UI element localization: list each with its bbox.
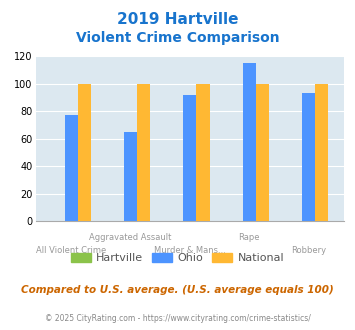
Text: © 2025 CityRating.com - https://www.cityrating.com/crime-statistics/: © 2025 CityRating.com - https://www.city… [45,314,310,323]
Bar [184,95,196,221]
Text: All Violent Crime: All Violent Crime [36,246,106,255]
Text: Aggravated Assault: Aggravated Assault [89,233,172,242]
Legend: Hartville, Ohio, National: Hartville, Ohio, National [66,248,289,268]
Bar [124,132,137,221]
Bar [243,63,256,221]
Text: Murder & Mans...: Murder & Mans... [154,246,226,255]
Bar [137,83,150,221]
Bar [78,83,91,221]
Bar [196,83,209,221]
Text: Violent Crime Comparison: Violent Crime Comparison [76,31,279,45]
Bar [256,83,269,221]
Bar [315,83,328,221]
Bar [302,93,315,221]
Text: Compared to U.S. average. (U.S. average equals 100): Compared to U.S. average. (U.S. average … [21,285,334,295]
Text: Rape: Rape [239,233,260,242]
Bar [65,115,78,221]
Text: 2019 Hartville: 2019 Hartville [117,12,238,26]
Text: Robbery: Robbery [291,246,326,255]
